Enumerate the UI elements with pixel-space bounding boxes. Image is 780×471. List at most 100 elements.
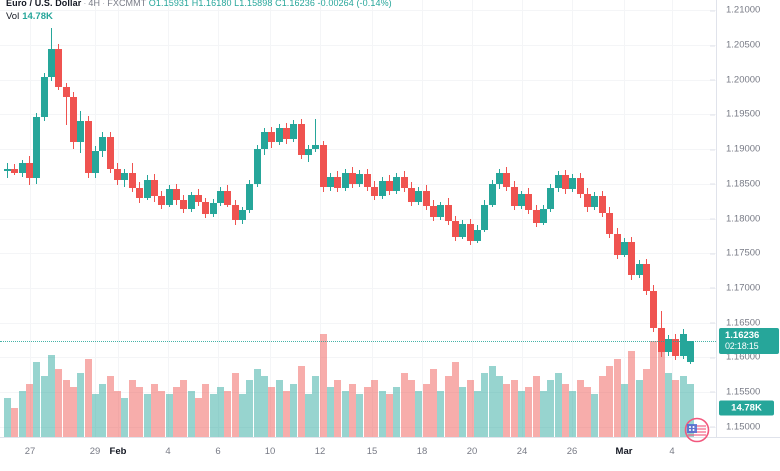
candle-body (106, 136, 114, 169)
volume-bar (297, 365, 305, 437)
candle-body (466, 224, 474, 241)
candle-body (202, 201, 210, 215)
time-scale-axis[interactable]: 27 29 Feb 4 6 10 12 15 18 20 24 26 Mar 4 (0, 437, 780, 471)
volume-bar (224, 390, 232, 437)
horizontal-gridline (0, 80, 716, 81)
volume-bar (664, 372, 672, 437)
volume-bar (569, 390, 577, 437)
candle-body (429, 206, 437, 218)
candle-body (224, 190, 232, 205)
volume-bar (106, 376, 114, 437)
volume-bar (642, 369, 650, 437)
candle-body (341, 172, 349, 188)
candle-body (275, 128, 283, 143)
candle-body (26, 163, 34, 179)
volume-bar (620, 383, 628, 437)
vertical-gridline (372, 0, 373, 437)
candlestick-series (4, 27, 694, 365)
price-tick-label: 1.15000 (710, 421, 780, 432)
candle-body (473, 229, 481, 241)
volume-bar (532, 376, 540, 437)
bar-countdown-timer: 02:18:15 (725, 340, 759, 351)
candle-body (165, 189, 173, 205)
volume-bar (290, 383, 298, 437)
current-price-value: 1.16236 (725, 329, 760, 341)
candle-body (664, 339, 672, 352)
price-tick-label: 1.19000 (710, 144, 780, 155)
volume-bar (253, 369, 261, 437)
time-tick-label: 4 (669, 446, 675, 457)
price-tick-label: 1.20500 (710, 40, 780, 51)
volume-bar (444, 376, 452, 437)
volume-bar (451, 362, 459, 437)
volume-bar (422, 383, 430, 437)
volume-bar (261, 376, 269, 437)
candle-body (84, 121, 92, 173)
vertical-gridline (422, 0, 423, 437)
candle-body (562, 175, 570, 190)
time-tick-label: 26 (566, 446, 578, 457)
candle-body (657, 328, 665, 352)
volume-bar (363, 387, 371, 437)
price-tick-mark (710, 149, 715, 151)
candle-body (305, 149, 313, 155)
volume-bar (510, 379, 518, 437)
time-tick-label: 15 (366, 446, 378, 457)
candle-body (136, 187, 144, 198)
candle-body (99, 136, 107, 151)
volume-bar (672, 379, 680, 437)
volume-bar (305, 394, 313, 437)
volume-bar (503, 383, 511, 437)
volume-bar (349, 383, 357, 437)
candle-body (158, 196, 166, 205)
volume-bar (393, 387, 401, 437)
candle-body (143, 179, 151, 198)
volume-bar (48, 354, 56, 437)
candle-body (92, 150, 100, 173)
candle-body (635, 264, 643, 276)
volume-value-badge[interactable]: 14.78K (719, 400, 774, 416)
candle-body (620, 242, 628, 255)
candle-body (378, 181, 386, 197)
vertical-gridline (30, 0, 31, 437)
vertical-gridline (218, 0, 219, 437)
volume-bar (341, 390, 349, 437)
candle-body (510, 186, 518, 206)
current-price-badge[interactable]: 1.16236 02:18:15 (719, 327, 779, 354)
vertical-gridline (118, 0, 119, 437)
price-scale-axis[interactable]: 1.21000 1.20500 1.20000 1.19500 1.19000 1.185… (710, 0, 780, 437)
candle-body (4, 168, 11, 172)
candle-body (437, 204, 445, 218)
horizontal-gridline (0, 184, 716, 185)
price-tick-label: 1.18500 (710, 178, 780, 189)
volume-bar (628, 351, 636, 437)
volume-bar (283, 390, 291, 437)
candle-body (55, 48, 63, 87)
candle-body (642, 264, 650, 291)
candle-body (540, 208, 548, 223)
volume-bar (216, 387, 224, 437)
candle-body (290, 124, 298, 140)
volume-bar (4, 397, 11, 437)
price-tick-label: 1.16500 (710, 317, 780, 328)
volume-bar (246, 379, 254, 437)
horizontal-gridline (0, 323, 716, 324)
candle-body (70, 97, 78, 143)
candle-body (415, 190, 423, 202)
candle-body (606, 212, 614, 234)
vertical-gridline (95, 0, 96, 437)
candle-body (518, 193, 526, 206)
price-tick-label: 1.18000 (710, 213, 780, 224)
time-tick-label: 12 (314, 446, 326, 457)
volume-bar (77, 372, 85, 437)
volume-bar (143, 394, 151, 437)
horizontal-gridline (0, 392, 716, 393)
volume-bar (415, 390, 423, 437)
candle-body (150, 179, 158, 197)
volume-bar (231, 372, 239, 437)
volume-bar (40, 376, 48, 437)
candle-body (569, 178, 577, 190)
volume-bar (238, 394, 246, 437)
chart-plot-area[interactable] (0, 0, 716, 437)
chart-gridlines (0, 0, 716, 437)
